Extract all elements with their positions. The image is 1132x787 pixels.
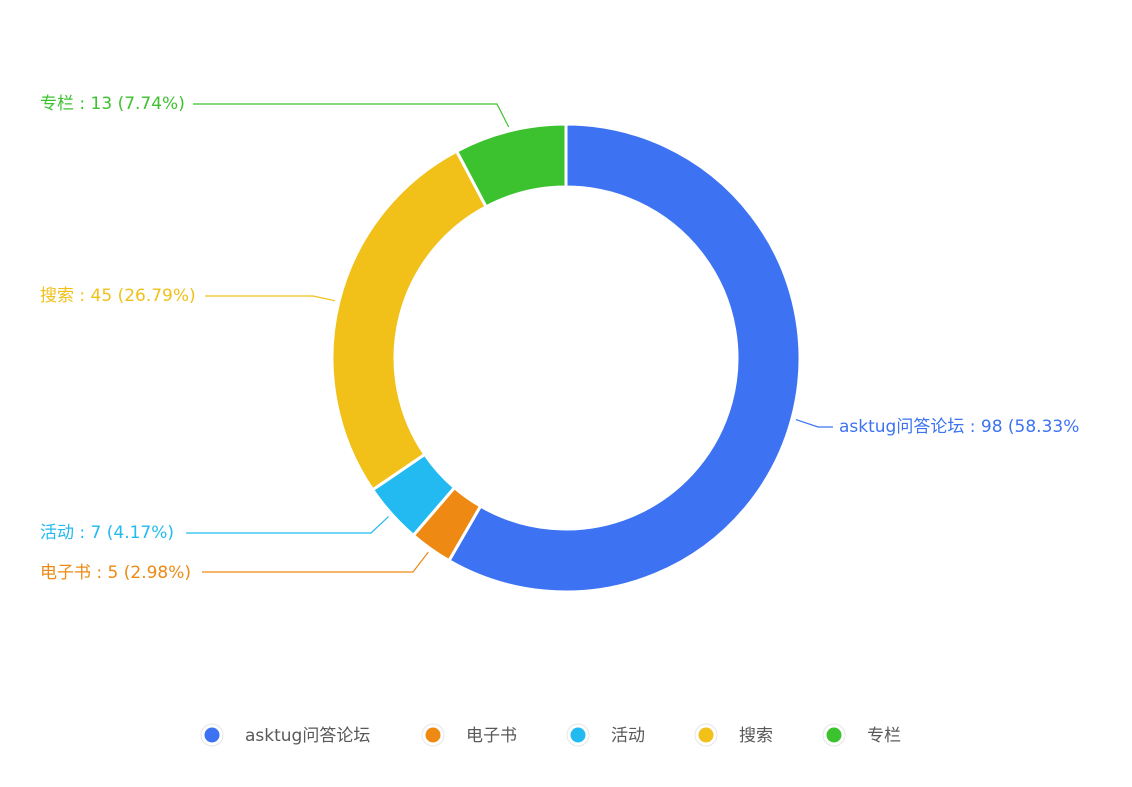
legend-label: 活动 bbox=[611, 726, 645, 746]
slice-labels-group: asktug问答论坛 : 98 (58.33% 电子书 : 5 (2.98%) 活动… bbox=[40, 94, 1079, 583]
slices-group bbox=[330, 122, 802, 594]
legend-item[interactable]: 专栏 bbox=[822, 723, 901, 747]
legend-label: 搜索 bbox=[739, 726, 773, 746]
legend-item[interactable]: asktug问答论坛 bbox=[200, 723, 370, 747]
legend-label: 专栏 bbox=[867, 726, 901, 746]
leader-line bbox=[186, 516, 389, 534]
legend-marker bbox=[826, 727, 842, 743]
leader-line bbox=[193, 103, 510, 128]
donut-slice[interactable] bbox=[455, 122, 568, 209]
slice-label: 电子书 : 5 (2.98%) bbox=[40, 563, 191, 583]
slice-label: asktug问答论坛 : 98 (58.33% bbox=[839, 417, 1079, 437]
legend-label: asktug问答论坛 bbox=[245, 726, 370, 746]
donut-slice[interactable] bbox=[330, 149, 488, 492]
leader-line bbox=[795, 419, 833, 428]
leader-line bbox=[202, 551, 429, 573]
legend-item[interactable]: 搜索 bbox=[694, 723, 773, 747]
slice-label: 专栏 : 13 (7.74%) bbox=[40, 94, 185, 114]
donut-slice[interactable] bbox=[447, 122, 802, 594]
legend: asktug问答论坛 电子书 活动 搜索 专栏 bbox=[200, 723, 901, 747]
leader-lines-group bbox=[186, 103, 833, 573]
leader-line bbox=[205, 295, 336, 302]
legend-marker bbox=[204, 727, 220, 743]
slice-label: 搜索 : 45 (26.79%) bbox=[40, 286, 196, 306]
legend-item[interactable]: 活动 bbox=[566, 723, 645, 747]
legend-marker bbox=[698, 727, 714, 743]
legend-marker bbox=[425, 727, 441, 743]
legend-label: 电子书 bbox=[466, 726, 517, 746]
legend-marker bbox=[570, 727, 586, 743]
legend-item[interactable]: 电子书 bbox=[421, 723, 517, 747]
slice-label: 活动 : 7 (4.17%) bbox=[40, 523, 174, 543]
